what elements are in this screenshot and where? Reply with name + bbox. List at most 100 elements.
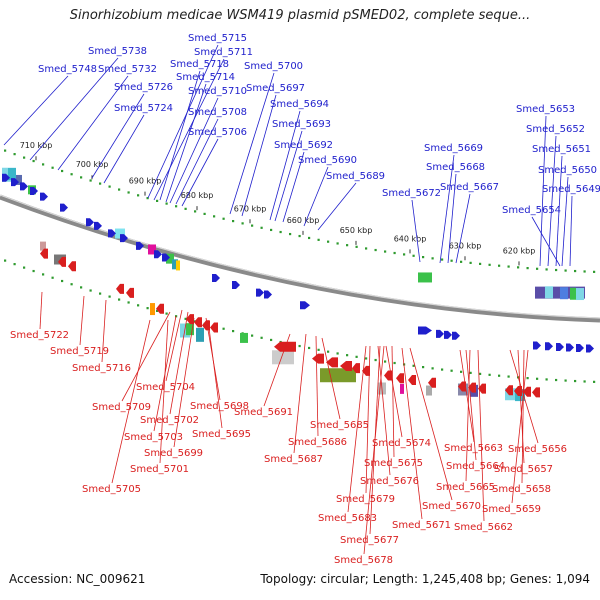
gc-dot <box>260 226 263 229</box>
reverse-gene-arrow <box>408 375 416 386</box>
reverse-gene-label: Smed_5695 <box>192 429 251 440</box>
gc-dot <box>536 267 539 270</box>
gc-dot <box>374 358 377 362</box>
gc-dot <box>270 338 273 342</box>
gc-dot <box>146 197 149 200</box>
reverse-leader-line <box>101 299 107 363</box>
gc-dot <box>526 377 529 380</box>
gc-dot <box>536 377 539 380</box>
gc-dot <box>13 263 16 266</box>
gc-dot <box>89 289 92 292</box>
reverse-gene-label: Smed_5703 <box>124 432 183 443</box>
gc-dot <box>593 380 596 383</box>
gc-dot <box>127 301 130 304</box>
feature-block <box>320 368 356 383</box>
gc-dot <box>89 179 92 182</box>
reverse-leader-line <box>159 319 169 464</box>
reverse-leader-line <box>391 345 395 458</box>
gc-dot <box>327 350 330 353</box>
reverse-gene-arrow <box>210 322 218 333</box>
forward-gene-label: Smed_5700 <box>244 61 303 72</box>
forward-gene-label: Smed_5748 <box>38 64 97 75</box>
gc-dot-tracks <box>4 149 596 383</box>
reverse-leader-line <box>377 345 391 476</box>
reverse-gene-arrow <box>352 363 360 374</box>
forward-leader-line <box>539 115 547 267</box>
forward-gene-arrow <box>264 290 272 299</box>
reverse-gene-label: Smed_5679 <box>336 494 395 505</box>
gc-dot <box>298 234 301 238</box>
forward-leader-line <box>447 173 457 264</box>
scale-tick-label: 640 kbp <box>394 234 427 243</box>
reverse-gene-arrow <box>478 383 486 394</box>
forward-gene-arrow <box>162 253 170 262</box>
reverse-leader-line <box>511 349 529 504</box>
scale-tick-label: 650 kbp <box>340 226 373 235</box>
reverse-gene-arrow <box>340 360 352 371</box>
gc-dot <box>431 257 434 260</box>
gc-dot <box>374 248 377 252</box>
gc-dot <box>498 374 501 377</box>
feature-block <box>545 286 553 299</box>
gc-dot <box>469 261 472 264</box>
gc-dot <box>583 380 586 383</box>
reverse-gene-arrow <box>126 287 134 298</box>
gc-dot <box>137 194 140 197</box>
gc-dot <box>393 251 396 255</box>
gc-dot <box>336 352 339 355</box>
scale-tick-label: 660 kbp <box>287 216 320 225</box>
scale-tick-label: 620 kbp <box>503 246 536 255</box>
feature-block <box>560 287 568 300</box>
forward-leader-line <box>569 195 573 267</box>
reverse-gene-label: Smed_5663 <box>444 443 503 454</box>
gc-dot <box>194 210 197 213</box>
gc-dot <box>32 159 35 163</box>
forward-gene-arrow <box>436 329 444 338</box>
gc-dot <box>422 256 425 259</box>
reverse-leader-line <box>465 349 477 461</box>
gc-dot <box>317 238 320 241</box>
forward-gene-label: Smed_5667 <box>440 182 499 193</box>
feature-block <box>400 383 404 394</box>
forward-gene-arrow <box>86 218 94 227</box>
forward-gene-arrow <box>2 173 10 182</box>
forward-gene-label: Smed_5669 <box>424 143 483 154</box>
reverse-leader-line <box>39 291 43 330</box>
reverse-gene-label: Smed_5699 <box>144 448 203 459</box>
gc-dot <box>498 264 501 267</box>
gc-dot <box>507 265 510 268</box>
forward-gene-arrow <box>576 344 584 353</box>
gc-dot <box>61 279 64 283</box>
gc-dot <box>4 149 7 152</box>
scale-tick-label: 690 kbp <box>129 177 162 186</box>
reverse-gene-arrow <box>384 370 392 381</box>
reverse-gene-arrow <box>362 365 370 376</box>
gc-dot <box>175 205 178 208</box>
gc-dot <box>460 370 463 373</box>
forward-gene-arrow <box>212 273 220 282</box>
gc-dot <box>260 336 263 339</box>
gc-dot <box>460 260 463 263</box>
gc-dot <box>270 228 273 232</box>
feature-block <box>150 303 155 316</box>
gc-dot <box>99 292 102 295</box>
gc-dot <box>526 267 529 270</box>
reverse-gene-label: Smed_5662 <box>454 522 513 533</box>
forward-gene-label: Smed_5718 <box>170 59 229 70</box>
gc-dot <box>108 295 111 298</box>
backbone-arc <box>0 194 600 323</box>
forward-gene-label: Smed_5690 <box>298 155 357 166</box>
reverse-gene-arrow <box>58 256 66 267</box>
gc-dot <box>317 348 320 351</box>
forward-leader-line <box>29 57 119 161</box>
reverse-leader-line <box>321 337 341 420</box>
gc-dot <box>4 259 7 262</box>
gc-dot <box>441 368 444 371</box>
reverse-gene-label: Smed_5691 <box>234 407 293 418</box>
forward-leader-line <box>269 110 301 221</box>
accession-text: Accession: NC_009621 <box>9 572 146 586</box>
forward-leader-line <box>547 135 557 267</box>
forward-gene-arrow <box>566 343 574 352</box>
reverse-gene-label: Smed_5705 <box>82 484 141 495</box>
gc-dot <box>555 378 558 382</box>
